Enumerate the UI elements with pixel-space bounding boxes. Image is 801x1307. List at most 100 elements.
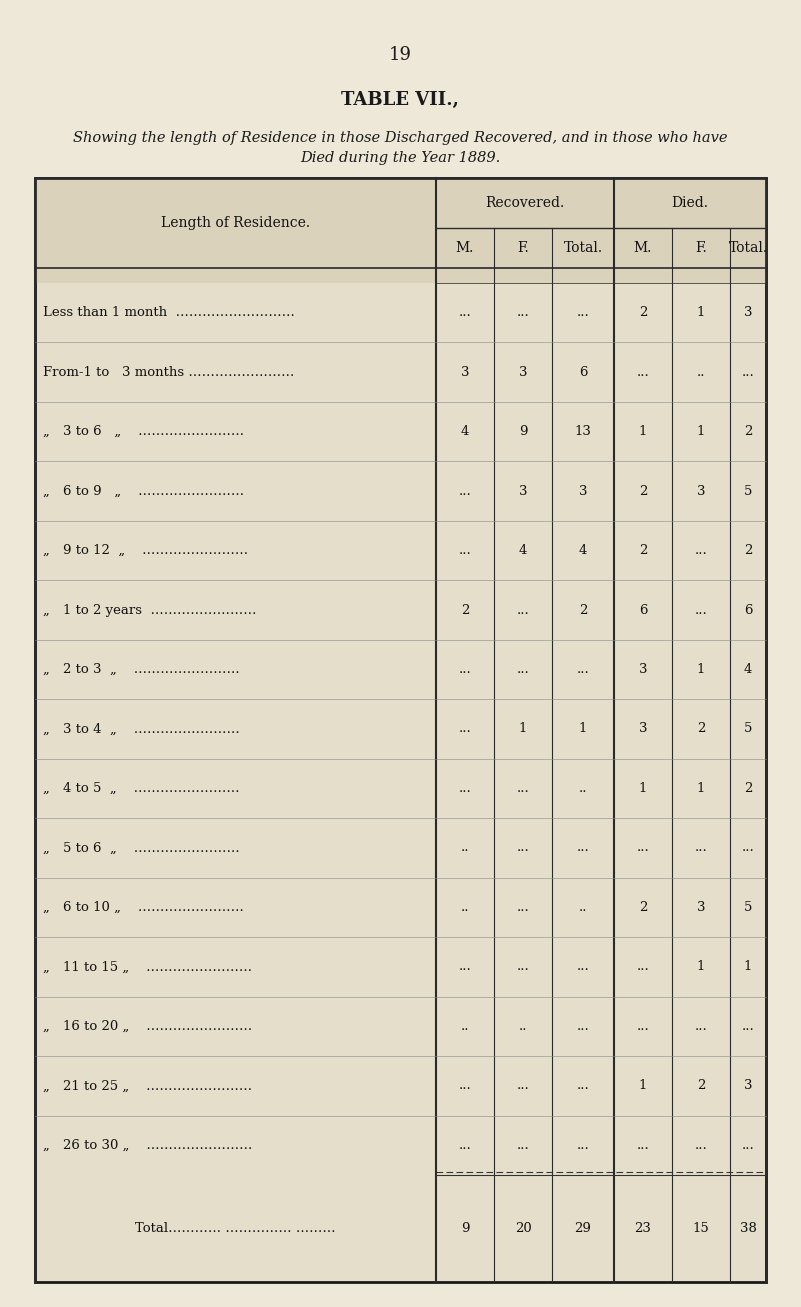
- Text: 1: 1: [639, 782, 647, 795]
- Text: „ 2 to 3  „    ……………………: „ 2 to 3 „ ……………………: [43, 663, 239, 676]
- Text: Died during the Year 1889.: Died during the Year 1889.: [300, 152, 500, 165]
- Text: ...: ...: [517, 604, 529, 617]
- Text: TABLE VII.,: TABLE VII.,: [341, 91, 459, 108]
- Text: 4: 4: [744, 663, 752, 676]
- Text: 4: 4: [579, 544, 587, 557]
- Text: 6: 6: [638, 604, 647, 617]
- Text: 2: 2: [461, 604, 469, 617]
- Text: 2: 2: [697, 1080, 705, 1093]
- Text: 3: 3: [519, 485, 527, 498]
- Text: Recovered.: Recovered.: [485, 196, 565, 210]
- Text: ...: ...: [637, 842, 650, 855]
- Text: Showing the length of Residence in those Discharged Recovered, and in those who : Showing the length of Residence in those…: [73, 131, 727, 145]
- Text: 23: 23: [634, 1222, 651, 1235]
- Text: 3: 3: [519, 366, 527, 379]
- Text: 2: 2: [744, 544, 752, 557]
- Text: 3: 3: [744, 1080, 752, 1093]
- Text: ...: ...: [459, 782, 471, 795]
- Text: „ 26 to 30 „    ……………………: „ 26 to 30 „ ……………………: [43, 1138, 252, 1151]
- Text: ...: ...: [694, 1019, 707, 1033]
- Text: 15: 15: [693, 1222, 710, 1235]
- Text: ...: ...: [577, 306, 590, 319]
- Text: 3: 3: [579, 485, 587, 498]
- Text: „ 3 to 6   „    ……………………: „ 3 to 6 „ ……………………: [43, 425, 244, 438]
- Text: 6: 6: [579, 366, 587, 379]
- Text: 1: 1: [697, 425, 705, 438]
- Text: ..: ..: [579, 782, 587, 795]
- Text: ...: ...: [637, 366, 650, 379]
- Text: ...: ...: [459, 306, 471, 319]
- Text: ...: ...: [577, 663, 590, 676]
- Text: 5: 5: [744, 485, 752, 498]
- Text: Less than 1 month  ………………………: Less than 1 month ………………………: [43, 306, 295, 319]
- Text: ...: ...: [459, 1138, 471, 1151]
- Text: ...: ...: [459, 723, 471, 736]
- Text: 2: 2: [639, 306, 647, 319]
- Text: ...: ...: [577, 842, 590, 855]
- Text: ...: ...: [459, 663, 471, 676]
- Text: 2: 2: [744, 425, 752, 438]
- Text: ...: ...: [694, 544, 707, 557]
- Text: ...: ...: [517, 782, 529, 795]
- Text: 3: 3: [638, 663, 647, 676]
- Text: 4: 4: [519, 544, 527, 557]
- Text: „ 16 to 20 „    ……………………: „ 16 to 20 „ ……………………: [43, 1019, 252, 1033]
- Text: 3: 3: [697, 901, 705, 914]
- Text: Total.: Total.: [728, 240, 767, 255]
- Text: 6: 6: [744, 604, 752, 617]
- Text: 2: 2: [639, 544, 647, 557]
- Text: „ 11 to 15 „    ……………………: „ 11 to 15 „ ……………………: [43, 961, 252, 974]
- Text: ...: ...: [637, 961, 650, 974]
- Text: ..: ..: [697, 366, 705, 379]
- Text: ...: ...: [637, 1019, 650, 1033]
- Text: 29: 29: [574, 1222, 591, 1235]
- Text: „ 1 to 2 years  ……………………: „ 1 to 2 years ……………………: [43, 604, 256, 617]
- Text: ...: ...: [517, 901, 529, 914]
- Text: ..: ..: [461, 1019, 469, 1033]
- Text: ...: ...: [742, 842, 755, 855]
- Text: ...: ...: [577, 1138, 590, 1151]
- Text: Total.: Total.: [563, 240, 602, 255]
- Text: 5: 5: [744, 723, 752, 736]
- Text: ...: ...: [577, 1080, 590, 1093]
- Text: 13: 13: [574, 425, 591, 438]
- Text: 1: 1: [697, 663, 705, 676]
- Text: F.: F.: [695, 240, 706, 255]
- Text: M.: M.: [456, 240, 474, 255]
- Text: 3: 3: [697, 485, 705, 498]
- Bar: [35, 178, 766, 1282]
- Bar: [35, 178, 766, 284]
- Text: 1: 1: [519, 723, 527, 736]
- Text: „ 21 to 25 „    ……………………: „ 21 to 25 „ ……………………: [43, 1080, 252, 1093]
- Text: 1: 1: [639, 1080, 647, 1093]
- Text: ...: ...: [517, 1080, 529, 1093]
- Text: 4: 4: [461, 425, 469, 438]
- Text: „ 6 to 10 „    ……………………: „ 6 to 10 „ ……………………: [43, 901, 244, 914]
- Text: 3: 3: [638, 723, 647, 736]
- Text: 2: 2: [579, 604, 587, 617]
- Text: 3: 3: [744, 306, 752, 319]
- Text: ..: ..: [579, 901, 587, 914]
- Text: ...: ...: [694, 1138, 707, 1151]
- Text: 1: 1: [744, 961, 752, 974]
- Text: ...: ...: [694, 842, 707, 855]
- Text: 9: 9: [519, 425, 527, 438]
- Text: ...: ...: [459, 544, 471, 557]
- Text: ...: ...: [517, 1138, 529, 1151]
- Text: 1: 1: [697, 961, 705, 974]
- Text: 2: 2: [744, 782, 752, 795]
- Text: 1: 1: [579, 723, 587, 736]
- Text: ..: ..: [519, 1019, 527, 1033]
- Text: ...: ...: [459, 485, 471, 498]
- Text: 2: 2: [639, 901, 647, 914]
- Text: 20: 20: [514, 1222, 531, 1235]
- Text: 2: 2: [697, 723, 705, 736]
- Text: ...: ...: [577, 1019, 590, 1033]
- Text: ..: ..: [461, 901, 469, 914]
- Text: ...: ...: [517, 663, 529, 676]
- Text: 3: 3: [461, 366, 469, 379]
- Text: „ 5 to 6  „    ……………………: „ 5 to 6 „ ……………………: [43, 842, 239, 855]
- Text: „ 3 to 4  „    ……………………: „ 3 to 4 „ ……………………: [43, 723, 239, 736]
- Text: ...: ...: [742, 366, 755, 379]
- Text: M.: M.: [634, 240, 652, 255]
